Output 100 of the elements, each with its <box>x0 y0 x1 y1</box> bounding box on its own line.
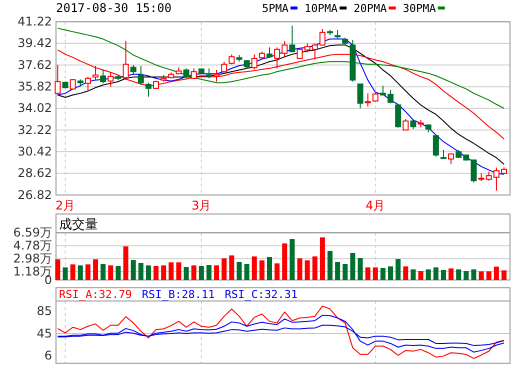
candlestick <box>190 68 197 80</box>
bar <box>236 262 242 280</box>
bar <box>259 260 264 280</box>
y-tick-label: 4.78万 <box>13 238 52 253</box>
bar <box>372 267 378 280</box>
bar <box>304 260 310 280</box>
bar <box>85 264 90 280</box>
bar <box>418 271 424 280</box>
candlestick <box>100 68 106 84</box>
candlestick <box>206 68 212 79</box>
bar <box>123 246 128 280</box>
bar <box>388 266 394 280</box>
line-series <box>57 324 504 346</box>
y-tick-label: 32.22 <box>18 122 52 137</box>
candlestick <box>214 69 220 82</box>
bar <box>214 265 220 280</box>
y-tick-label: 39.42 <box>18 36 52 50</box>
y-tick-label: 85 <box>36 304 52 318</box>
bar <box>396 259 401 280</box>
bar <box>206 265 212 280</box>
bar <box>426 269 431 280</box>
candlestick <box>251 54 258 70</box>
candlestick <box>183 68 190 79</box>
y-tick-label: 28.62 <box>18 166 52 180</box>
series-label: RSI_A:32.79 <box>59 288 132 301</box>
candlestick <box>84 76 91 91</box>
bar <box>335 262 340 280</box>
line-series <box>57 314 504 353</box>
bar <box>222 258 227 280</box>
bar <box>486 271 492 280</box>
y-tick-label: 2.98万 <box>13 251 52 266</box>
y-tick-label: 1.18万 <box>13 264 52 278</box>
bar <box>440 270 446 280</box>
bar <box>410 269 416 280</box>
candlestick <box>108 72 114 88</box>
bar <box>130 260 136 280</box>
y-tick-label: 26.82 <box>18 188 52 202</box>
legend-label: 30PMA <box>402 2 436 15</box>
text: RSI_C:32.31 <box>224 288 298 301</box>
bar <box>55 259 60 280</box>
candlestick <box>402 118 409 131</box>
y-tick-label: 41.22 <box>18 14 52 29</box>
candlestick <box>395 104 402 128</box>
x-tick-label: 3月 <box>192 198 212 213</box>
candlestick <box>138 65 144 86</box>
bar <box>403 266 408 280</box>
candlestick <box>92 65 99 81</box>
chart-title: 2017-08-30 15:00 <box>56 1 172 15</box>
bar <box>328 251 333 280</box>
bar <box>229 255 234 280</box>
y-tick-label: 37.62 <box>18 58 52 72</box>
line-series <box>57 28 504 109</box>
bar <box>154 266 159 280</box>
candlestick <box>130 64 136 76</box>
candlestick <box>266 46 273 58</box>
bar <box>494 266 499 280</box>
legend-label: 10PMA <box>304 2 338 15</box>
bar <box>282 243 288 280</box>
bar <box>297 258 302 280</box>
bar <box>161 265 166 280</box>
candlestick <box>221 61 228 73</box>
legend-label: 20PMA <box>354 2 388 15</box>
legend-label: 5PMA <box>262 2 289 15</box>
bar <box>274 263 280 280</box>
bar <box>78 265 83 280</box>
y-tick-label: 35.82 <box>18 80 52 94</box>
bar <box>312 256 318 280</box>
bar <box>93 259 98 280</box>
bar <box>290 239 295 280</box>
candlestick <box>145 82 152 98</box>
bar <box>116 266 121 280</box>
bar <box>146 265 151 280</box>
bar <box>471 269 476 280</box>
chart-title: 成交量 <box>59 216 98 233</box>
bar <box>320 237 325 280</box>
bar <box>267 257 272 280</box>
x-tick-label: 2月 <box>55 198 76 213</box>
candlestick <box>432 135 439 158</box>
bar <box>191 265 196 280</box>
y-tick-label: 45 <box>36 326 52 340</box>
bar <box>433 267 438 280</box>
y-tick-label: 34.02 <box>18 101 52 116</box>
candlestick <box>289 25 296 52</box>
text: RSI_B:28.11 <box>142 288 215 301</box>
bar <box>365 267 370 280</box>
line-series <box>57 306 504 359</box>
candlestick <box>228 54 235 65</box>
bar <box>358 258 363 280</box>
bar <box>62 267 68 280</box>
bar <box>100 264 106 280</box>
bar <box>176 262 182 280</box>
bar <box>456 269 462 280</box>
bar <box>448 268 454 280</box>
bar <box>252 256 257 280</box>
bar <box>138 262 144 280</box>
bar <box>184 267 189 280</box>
bar <box>198 266 204 280</box>
bar <box>350 253 356 280</box>
bar <box>108 265 114 280</box>
y-tick-label: 30.42 <box>18 144 52 159</box>
